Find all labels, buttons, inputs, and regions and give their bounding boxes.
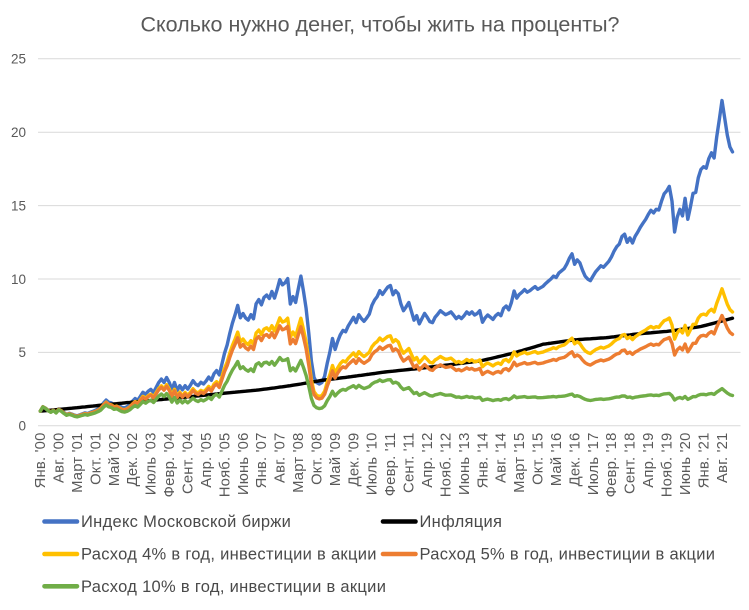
svg-text:Апр. '12: Апр. '12 (420, 433, 436, 488)
svg-text:Апр. '05: Апр. '05 (199, 433, 215, 488)
svg-text:Июнь '06: Июнь '06 (236, 433, 252, 496)
svg-text:Сент. '18: Сент. '18 (623, 433, 639, 495)
svg-text:Окт. '08: Окт. '08 (310, 433, 326, 485)
svg-text:Янв. '00: Янв. '00 (33, 433, 49, 489)
svg-text:20: 20 (11, 125, 26, 140)
svg-text:Янв. '14: Янв. '14 (475, 433, 491, 489)
svg-text:25: 25 (11, 52, 26, 67)
svg-text:Индекс Московской биржи: Индекс Московской биржи (81, 513, 291, 531)
svg-text:Расход 10% в год, инвестиции в: Расход 10% в год, инвестиции в акции (81, 578, 386, 596)
svg-text:Февр. '11: Февр. '11 (383, 433, 399, 497)
svg-text:Февр. '18: Февр. '18 (604, 433, 620, 498)
svg-text:Дек. '09: Дек. '09 (346, 433, 362, 487)
svg-text:Сколько нужно денег, чтобы жит: Сколько нужно денег, чтобы жить на проце… (141, 13, 620, 37)
svg-text:Окт. '01: Окт. '01 (88, 433, 104, 485)
svg-text:Нояб. '19: Нояб. '19 (660, 433, 676, 498)
svg-text:Янв. '07: Янв. '07 (254, 433, 270, 489)
svg-text:Июль '03: Июль '03 (144, 433, 160, 496)
svg-text:Апр. '19: Апр. '19 (641, 433, 657, 488)
svg-text:Расход 4% в год, инвестиции в: Расход 4% в год, инвестиции в акции (81, 546, 377, 564)
svg-text:15: 15 (11, 198, 26, 213)
svg-text:Март '08: Март '08 (291, 433, 307, 493)
svg-text:Дек. '16: Дек. '16 (567, 433, 583, 487)
svg-text:Авг. '07: Авг. '07 (273, 433, 289, 483)
svg-text:Янв. '21: Янв. '21 (696, 433, 712, 489)
svg-text:Сент. '11: Сент. '11 (402, 433, 418, 493)
svg-text:5: 5 (18, 345, 26, 360)
svg-text:Окт. '15: Окт. '15 (531, 433, 547, 485)
svg-text:Июль '17: Июль '17 (586, 433, 602, 496)
svg-text:Нояб. '12: Нояб. '12 (438, 433, 454, 498)
svg-text:Июль '10: Июль '10 (365, 433, 381, 496)
svg-text:Сент. '04: Сент. '04 (181, 433, 197, 495)
svg-text:Июнь '20: Июнь '20 (678, 433, 694, 496)
svg-text:Авг. '21: Авг. '21 (715, 433, 731, 483)
svg-text:Расход 5% в год, инвестиции в: Расход 5% в год, инвестиции в акции (420, 546, 716, 564)
svg-text:Май '02: Май '02 (107, 433, 123, 487)
svg-text:Март '15: Март '15 (512, 433, 528, 493)
svg-text:Нояб. '05: Нояб. '05 (217, 433, 233, 498)
svg-text:10: 10 (11, 272, 26, 287)
svg-text:Май '16: Май '16 (549, 433, 565, 487)
svg-text:Дек. '02: Дек. '02 (125, 433, 141, 487)
svg-text:Инфляция: Инфляция (420, 513, 503, 531)
svg-text:Март '01: Март '01 (70, 433, 86, 493)
svg-text:Авг. '14: Авг. '14 (494, 433, 510, 483)
svg-text:Февр. '04: Февр. '04 (162, 433, 178, 498)
svg-text:Июнь '13: Июнь '13 (457, 433, 473, 496)
svg-text:Май '09: Май '09 (328, 433, 344, 487)
svg-text:Авг. '00: Авг. '00 (52, 433, 68, 483)
svg-text:0: 0 (18, 419, 26, 434)
